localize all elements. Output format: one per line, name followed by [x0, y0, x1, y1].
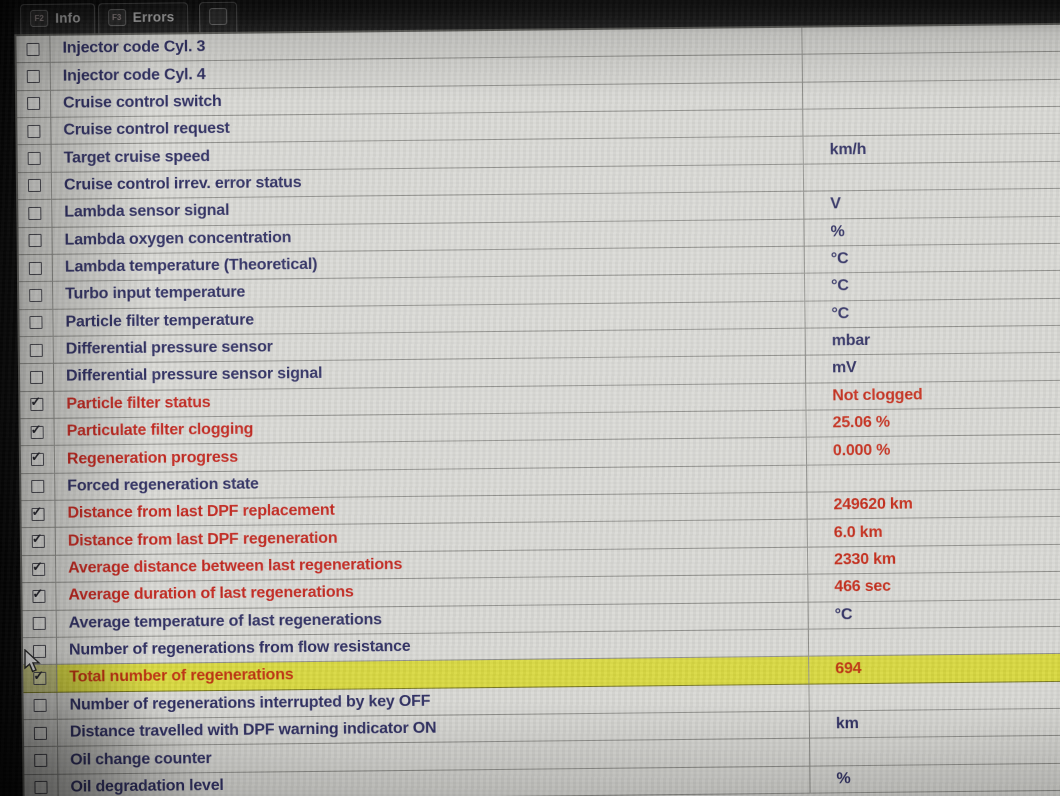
- parameter-value: °C: [831, 304, 850, 323]
- parameter-value: 466 sec: [834, 578, 891, 596]
- row-checkbox-cell[interactable]: [18, 199, 53, 227]
- checkbox-icon[interactable]: [31, 507, 45, 521]
- checkbox-icon[interactable]: [32, 589, 46, 603]
- parameter-value: km: [835, 715, 859, 733]
- checkbox-icon[interactable]: [27, 179, 42, 193]
- parameter-value: km/h: [829, 140, 867, 158]
- checkbox-icon[interactable]: [30, 425, 44, 439]
- checkbox-icon[interactable]: [28, 261, 42, 275]
- row-checkbox-cell[interactable]: [22, 582, 57, 610]
- checkbox-icon[interactable]: [27, 97, 41, 111]
- parameter-value: [803, 106, 1060, 136]
- parameter-value: %: [836, 770, 851, 788]
- row-checkbox-cell[interactable]: [19, 364, 55, 391]
- checkbox-icon[interactable]: [30, 452, 45, 467]
- parameter-value: [809, 626, 1060, 656]
- checkbox-icon[interactable]: [30, 370, 44, 385]
- parameter-value: [803, 79, 1060, 109]
- tab-label: Errors: [132, 9, 175, 25]
- parameter-value: [803, 52, 1060, 82]
- row-checkbox-cell[interactable]: [23, 719, 59, 747]
- row-checkbox-cell[interactable]: [24, 747, 59, 774]
- row-checkbox-cell[interactable]: [23, 692, 58, 720]
- parameter-value: [807, 462, 1060, 492]
- parameter-value: °C: [831, 277, 849, 295]
- row-checkbox-cell[interactable]: [19, 336, 54, 364]
- row-checkbox-cell[interactable]: [22, 555, 57, 583]
- checkbox-icon[interactable]: [32, 617, 46, 631]
- checkbox-icon[interactable]: [29, 343, 43, 357]
- tab-icon-2[interactable]: [199, 1, 238, 33]
- row-checkbox-cell[interactable]: [16, 90, 52, 118]
- tab-fkey-icon: F3: [107, 8, 126, 27]
- diagnostic-app-window: F2 Info F3 Errors Injector code Cyl. 3 I…: [13, 0, 1060, 796]
- row-checkbox-cell[interactable]: [20, 418, 55, 446]
- checkbox-icon[interactable]: [27, 124, 41, 138]
- checkbox-icon[interactable]: [34, 781, 48, 795]
- checkbox-icon[interactable]: [26, 42, 40, 56]
- row-checkbox-cell[interactable]: [19, 309, 54, 337]
- row-checkbox-cell[interactable]: [22, 610, 57, 638]
- parameter-value: V: [830, 195, 841, 213]
- parameter-value: [810, 736, 1060, 766]
- checkbox-icon[interactable]: [28, 234, 42, 248]
- checkbox-icon[interactable]: [31, 535, 45, 549]
- parameter-value: [802, 24, 1060, 54]
- checkbox-icon[interactable]: [28, 206, 42, 220]
- tab-errors[interactable]: F3 Errors: [97, 2, 189, 34]
- row-checkbox-cell[interactable]: [21, 500, 56, 528]
- row-checkbox-cell[interactable]: [21, 528, 56, 555]
- tab-label: Info: [55, 10, 81, 26]
- checkbox-icon[interactable]: [30, 398, 44, 412]
- parameter-value: 25.06 %: [832, 413, 891, 432]
- parameter-value: 0.000 %: [832, 441, 891, 459]
- parameter-value: °C: [834, 605, 853, 624]
- row-checkbox-cell[interactable]: [17, 145, 52, 172]
- row-checkbox-cell[interactable]: [17, 117, 52, 145]
- checkbox-icon[interactable]: [29, 316, 43, 330]
- parameter-value: mV: [831, 359, 857, 377]
- row-checkbox-cell[interactable]: [19, 282, 54, 309]
- parameter-value: 694: [809, 653, 1060, 684]
- row-checkbox-cell[interactable]: [17, 172, 53, 200]
- checkbox-icon[interactable]: [32, 562, 46, 576]
- checkbox-icon[interactable]: [29, 288, 43, 302]
- checkbox-icon[interactable]: [33, 726, 47, 740]
- parameter-value: %: [830, 222, 845, 241]
- row-checkbox-cell[interactable]: [18, 227, 53, 255]
- checkbox-icon[interactable]: [26, 69, 40, 84]
- tab-info[interactable]: F2 Info: [20, 3, 95, 35]
- parameter-value: [809, 681, 1060, 711]
- row-checkbox-cell[interactable]: [21, 473, 56, 501]
- parameter-value: [804, 161, 1060, 191]
- row-checkbox-cell[interactable]: [16, 63, 51, 90]
- tab-fkey-icon: F2: [30, 9, 49, 28]
- parameters-table: Injector code Cyl. 3 Injector code Cyl. …: [14, 22, 1060, 796]
- checkbox-icon[interactable]: [27, 152, 41, 166]
- parameter-value: °C: [830, 250, 849, 268]
- row-checkbox-cell[interactable]: [20, 391, 55, 419]
- parameter-value: Not clogged: [832, 386, 923, 405]
- parameter-value: mbar: [831, 332, 871, 350]
- row-checkbox-cell[interactable]: [20, 446, 56, 473]
- mouse-cursor-icon: [24, 649, 41, 673]
- checkbox-icon[interactable]: [33, 699, 47, 713]
- checkbox-icon[interactable]: [31, 480, 45, 494]
- parameter-value: 2330 km: [834, 550, 896, 569]
- row-checkbox-cell[interactable]: [24, 774, 59, 796]
- parameter-value: 249620 km: [833, 495, 913, 514]
- checkbox-icon[interactable]: [34, 753, 48, 768]
- parameter-value: 6.0 km: [833, 523, 883, 541]
- tab-fkey-icon: [209, 7, 228, 26]
- row-checkbox-cell[interactable]: [18, 254, 54, 282]
- row-checkbox-cell[interactable]: [16, 35, 51, 63]
